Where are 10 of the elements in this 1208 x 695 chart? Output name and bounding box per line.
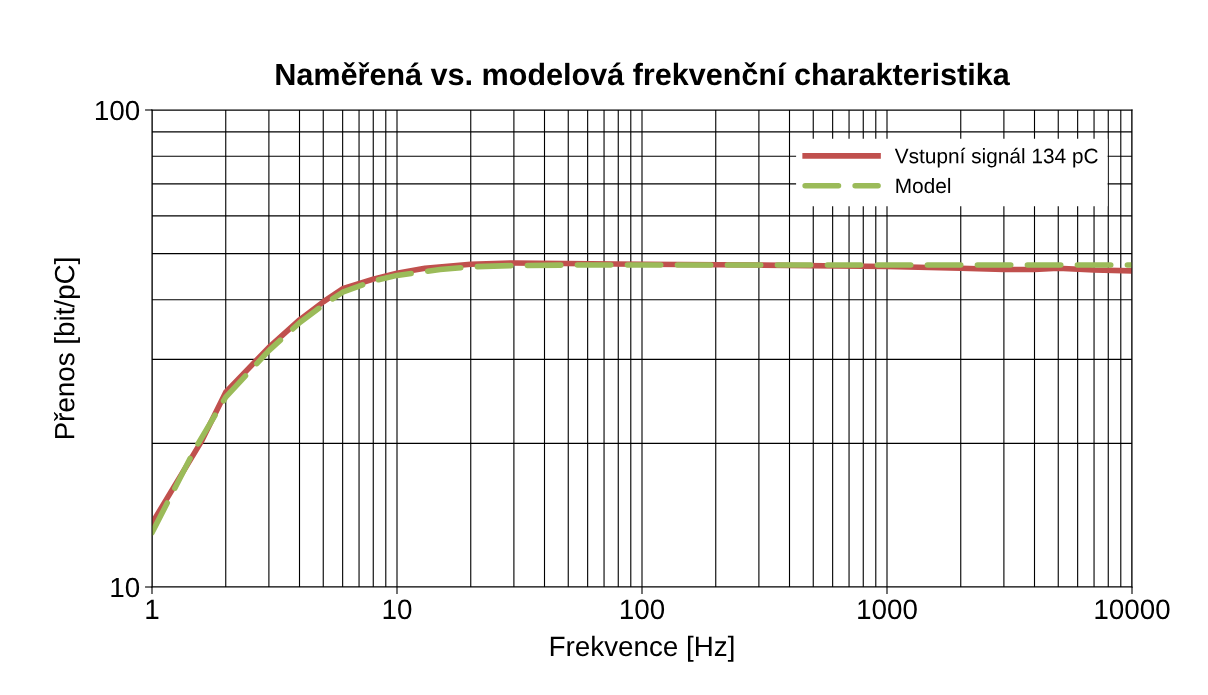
y-axis-title: Přenos [bit/pC] xyxy=(53,258,80,439)
legend-label: Model xyxy=(896,177,951,194)
chart-title: Naměřená vs. modelová frekvenční charakteristika xyxy=(276,62,1010,86)
x-tick-label: 10 xyxy=(383,599,412,620)
x-tick-label: 1 xyxy=(146,599,159,619)
x-axis-title: Frekvence [Hz] xyxy=(550,635,734,662)
legend-label: Vstupní signál 134 pC xyxy=(894,147,1098,168)
x-tick-label: 1000 xyxy=(858,599,917,620)
x-tick-label: 100 xyxy=(620,599,665,620)
x-tick-label: 10000 xyxy=(1095,599,1170,620)
